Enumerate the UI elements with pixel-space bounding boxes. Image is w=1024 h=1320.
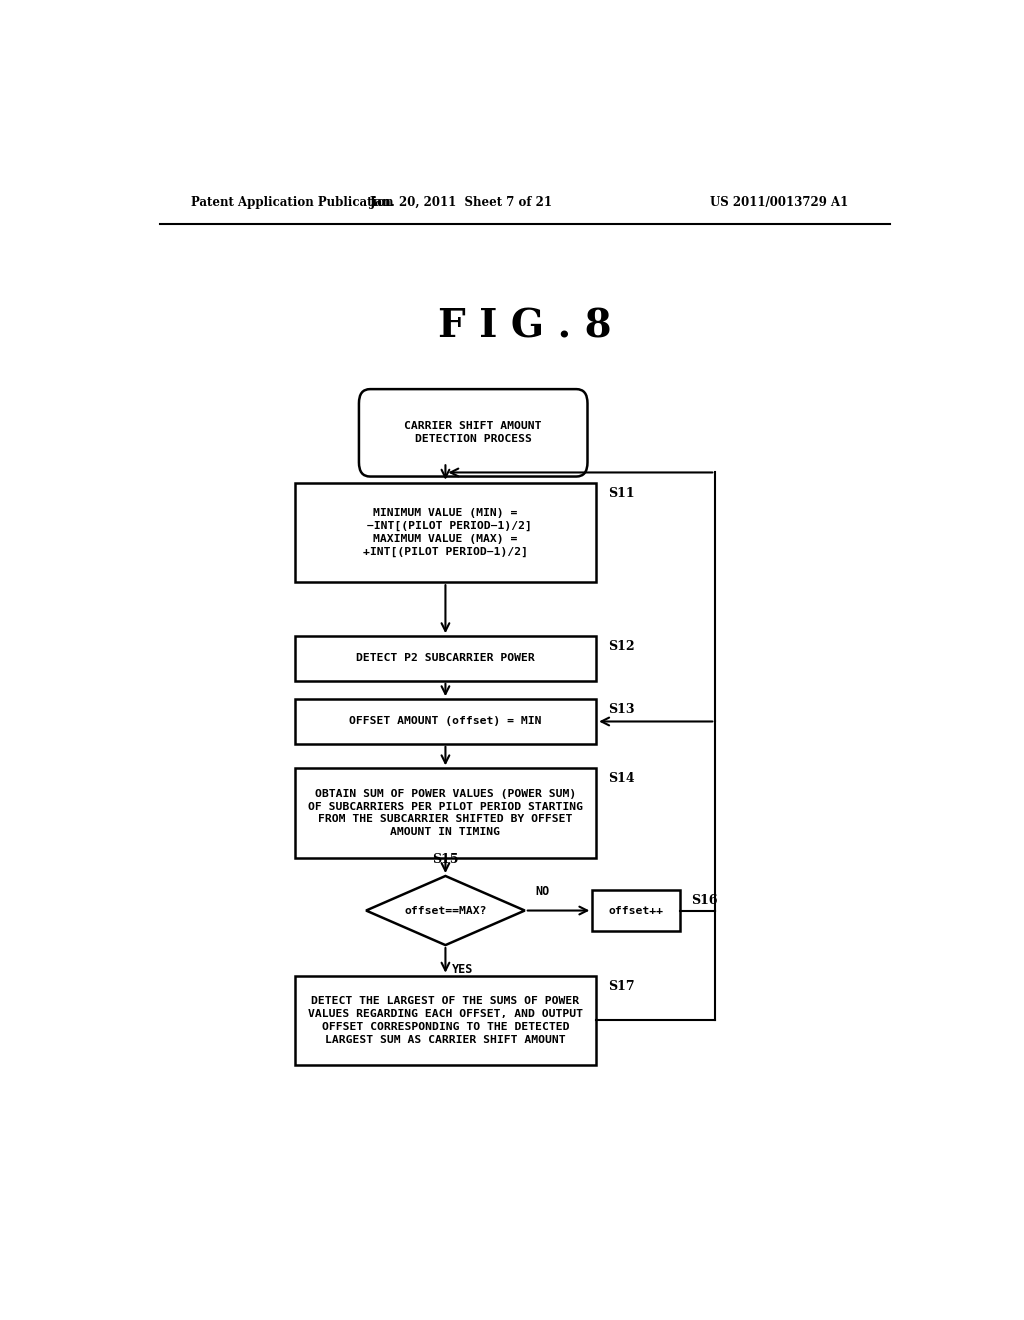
Text: S17: S17 <box>608 979 635 993</box>
Text: S16: S16 <box>691 894 718 907</box>
Text: S13: S13 <box>608 704 635 717</box>
Text: MINIMUM VALUE (MIN) =
 −INT[(PILOT PERIOD−1)/2]
MAXIMUM VALUE (MAX) =
+INT[(PILO: MINIMUM VALUE (MIN) = −INT[(PILOT PERIOD… <box>359 508 531 557</box>
Text: offset==MAX?: offset==MAX? <box>404 906 486 916</box>
Bar <box>592 890 680 931</box>
Text: S12: S12 <box>608 640 635 653</box>
Bar <box>295 700 596 744</box>
Text: DETECT THE LARGEST OF THE SUMS OF POWER
VALUES REGARDING EACH OFFSET, AND OUTPUT: DETECT THE LARGEST OF THE SUMS OF POWER … <box>308 997 583 1044</box>
Bar <box>295 483 596 582</box>
Bar <box>295 636 596 681</box>
FancyBboxPatch shape <box>359 389 588 477</box>
Text: F I G . 8: F I G . 8 <box>438 308 611 345</box>
Text: CARRIER SHIFT AMOUNT
DETECTION PROCESS: CARRIER SHIFT AMOUNT DETECTION PROCESS <box>404 421 542 445</box>
Text: Jan. 20, 2011  Sheet 7 of 21: Jan. 20, 2011 Sheet 7 of 21 <box>370 195 553 209</box>
Text: S11: S11 <box>608 487 635 500</box>
Text: OBTAIN SUM OF POWER VALUES (POWER SUM)
OF SUBCARRIERS PER PILOT PERIOD STARTING
: OBTAIN SUM OF POWER VALUES (POWER SUM) O… <box>308 789 583 837</box>
Text: S14: S14 <box>608 772 635 785</box>
Text: DETECT P2 SUBCARRIER POWER: DETECT P2 SUBCARRIER POWER <box>356 653 535 664</box>
Bar <box>295 768 596 858</box>
Bar <box>295 975 596 1065</box>
Text: YES: YES <box>453 964 473 977</box>
Text: offset++: offset++ <box>608 906 664 916</box>
Polygon shape <box>367 876 524 945</box>
Text: Patent Application Publication: Patent Application Publication <box>191 195 394 209</box>
Text: OFFSET AMOUNT (offset) = MIN: OFFSET AMOUNT (offset) = MIN <box>349 717 542 726</box>
Text: S15: S15 <box>432 853 459 866</box>
Text: NO: NO <box>536 886 550 899</box>
Text: US 2011/0013729 A1: US 2011/0013729 A1 <box>710 195 848 209</box>
